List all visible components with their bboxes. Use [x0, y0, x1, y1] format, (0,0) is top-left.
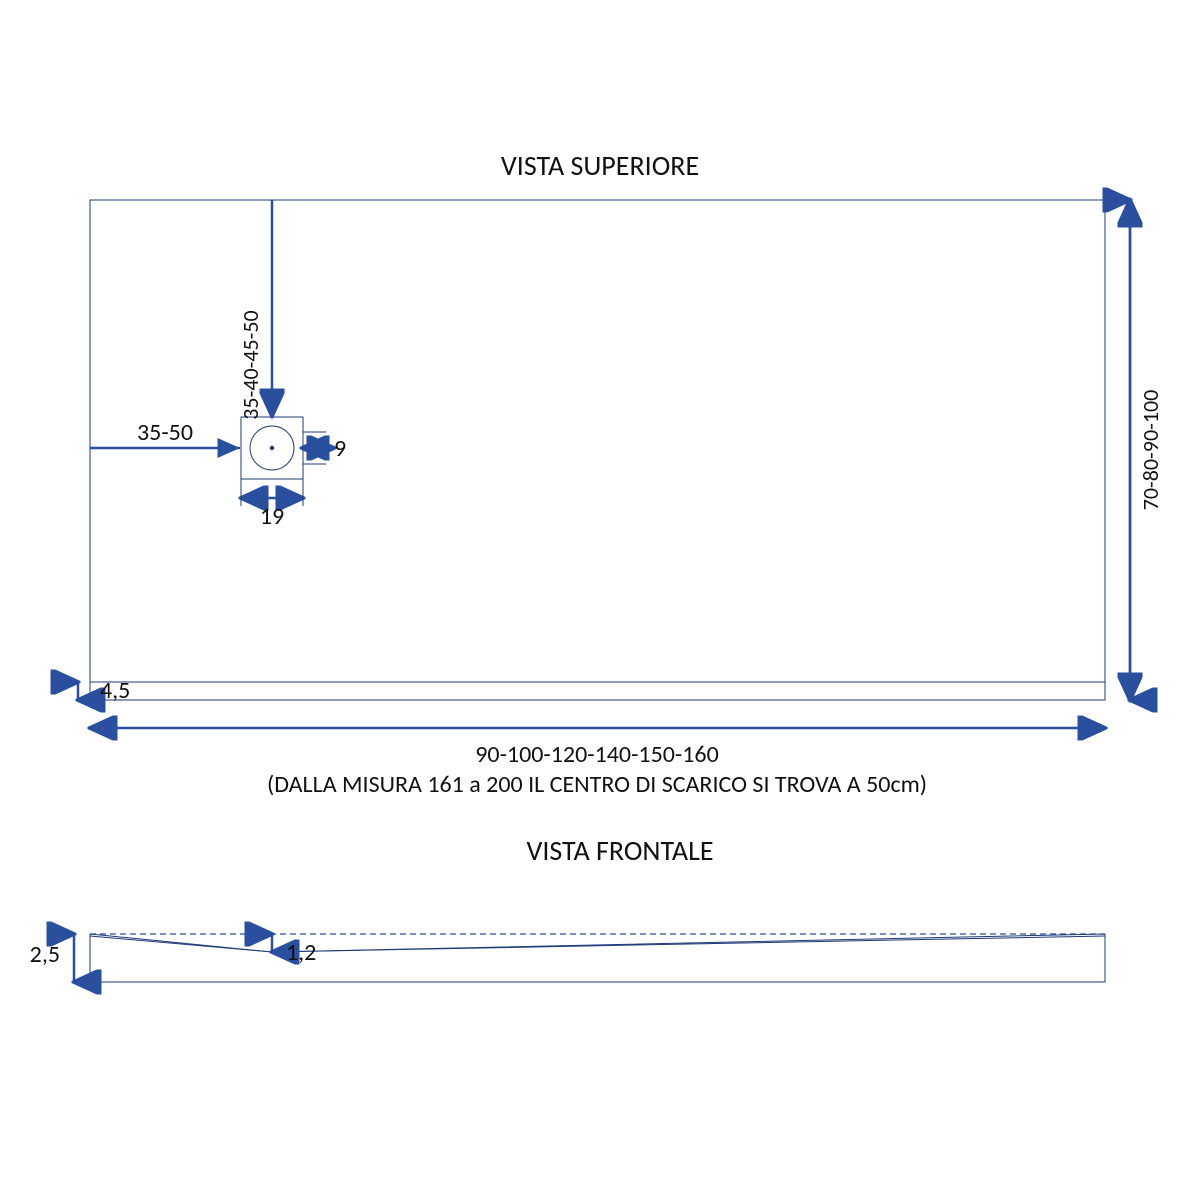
label-front-h: 2,5 [30, 940, 60, 969]
title-top: VISTA SUPERIORE [501, 148, 699, 183]
front-outline [90, 934, 1105, 982]
label-height: 70-80-90-100 [1137, 390, 1164, 511]
label-depth-v: 35-40-45-50 [237, 310, 264, 419]
label-front-dip: 1,2 [286, 938, 316, 967]
label-edge: 4,5 [100, 676, 130, 705]
title-front: VISTA FRONTALE [526, 833, 713, 868]
label-depth-h: 35-50 [137, 418, 193, 447]
label-width-note: (DALLA MISURA 161 a 200 IL CENTRO DI SCA… [267, 770, 927, 799]
top-outline [90, 200, 1105, 700]
label-width: 90-100-120-140-150-160 [475, 740, 719, 769]
label-drain-w: 19 [260, 502, 284, 531]
label-drain-inner: 9 [334, 434, 346, 463]
drain-center [270, 446, 274, 450]
